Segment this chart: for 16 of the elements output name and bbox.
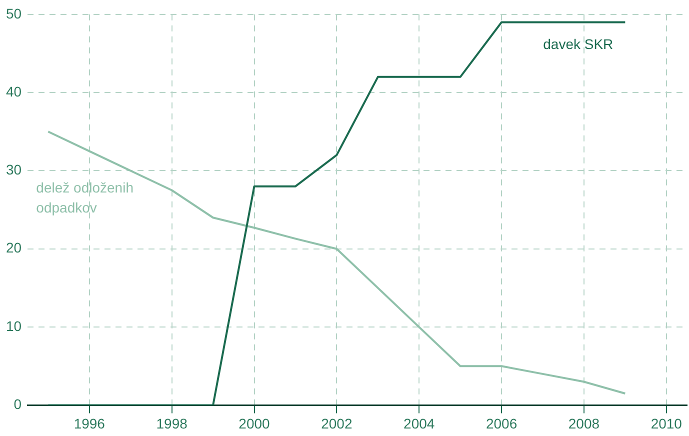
y-tick-label: 40 bbox=[6, 83, 22, 100]
series-label: delež odloženih odpadkov bbox=[36, 180, 134, 216]
x-tick-label: 1998 bbox=[156, 415, 188, 432]
x-tick-label: 2008 bbox=[568, 415, 600, 432]
series-label: davek SKR bbox=[543, 36, 614, 52]
y-tick-label: 0 bbox=[14, 396, 22, 412]
y-tick-label: 30 bbox=[6, 162, 22, 178]
x-tick-label: 2004 bbox=[404, 415, 435, 432]
y-tick-label: 50 bbox=[6, 5, 22, 22]
x-tick-label: 2002 bbox=[321, 415, 352, 432]
y-tick-label: 20 bbox=[6, 240, 22, 256]
x-tick-label: 2006 bbox=[486, 415, 518, 432]
x-tick-label: 1996 bbox=[74, 415, 106, 432]
y-tick-label: 10 bbox=[6, 318, 22, 334]
x-tick-label: 2000 bbox=[238, 415, 270, 432]
x-tick-label: 2010 bbox=[650, 415, 682, 432]
